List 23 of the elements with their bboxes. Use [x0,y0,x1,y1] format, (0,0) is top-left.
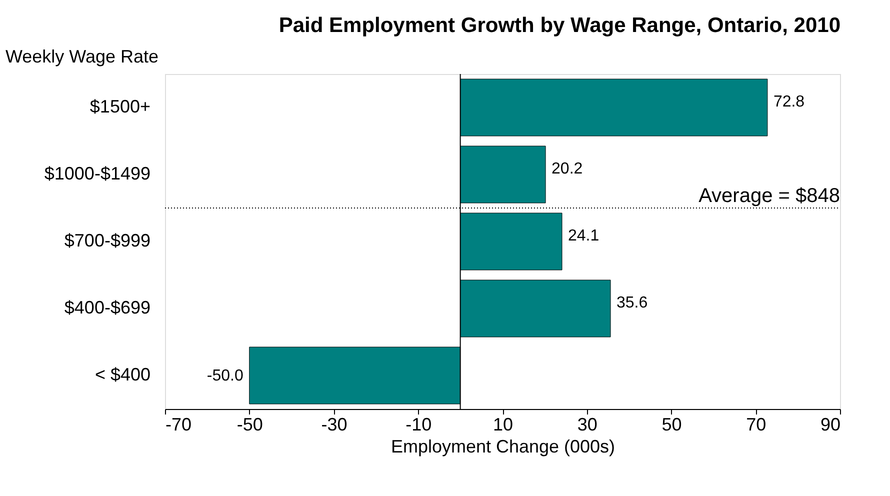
data-label: 35.6 [616,294,648,312]
data-label: 24.1 [568,228,600,244]
x-tick-label: 10 [492,414,514,434]
x-tick-label: -30 [321,414,348,434]
x-tick-label: 50 [662,414,682,434]
data-label: 20.2 [552,160,583,178]
y-tick-label: < $400 [94,364,150,384]
chart-title: Paid Employment Growth by Wage Range, Ontario, 2010 [278,14,840,37]
x-tick-label: 90 [820,414,840,434]
y-axis-title: Weekly Wage Rate [6,46,159,66]
y-tick-label: $1000-$1499 [44,164,150,184]
x-axis-title: Employment Change (000s) [390,436,616,456]
x-tick-label: 30 [577,414,598,434]
annotation: Average = $848 [698,185,840,207]
y-tick-label: $700-$999 [64,230,150,250]
x-tick-label: -50 [236,414,263,434]
y-tick-label: $1500+ [90,96,150,116]
data-label: -50.0 [206,368,244,384]
x-tick-label: 70 [746,414,766,434]
x-tick-label: -70 [166,414,192,434]
x-tick-label: -10 [406,414,432,434]
y-tick-label: $400-$699 [64,298,150,318]
data-label: 72.8 [773,94,805,110]
